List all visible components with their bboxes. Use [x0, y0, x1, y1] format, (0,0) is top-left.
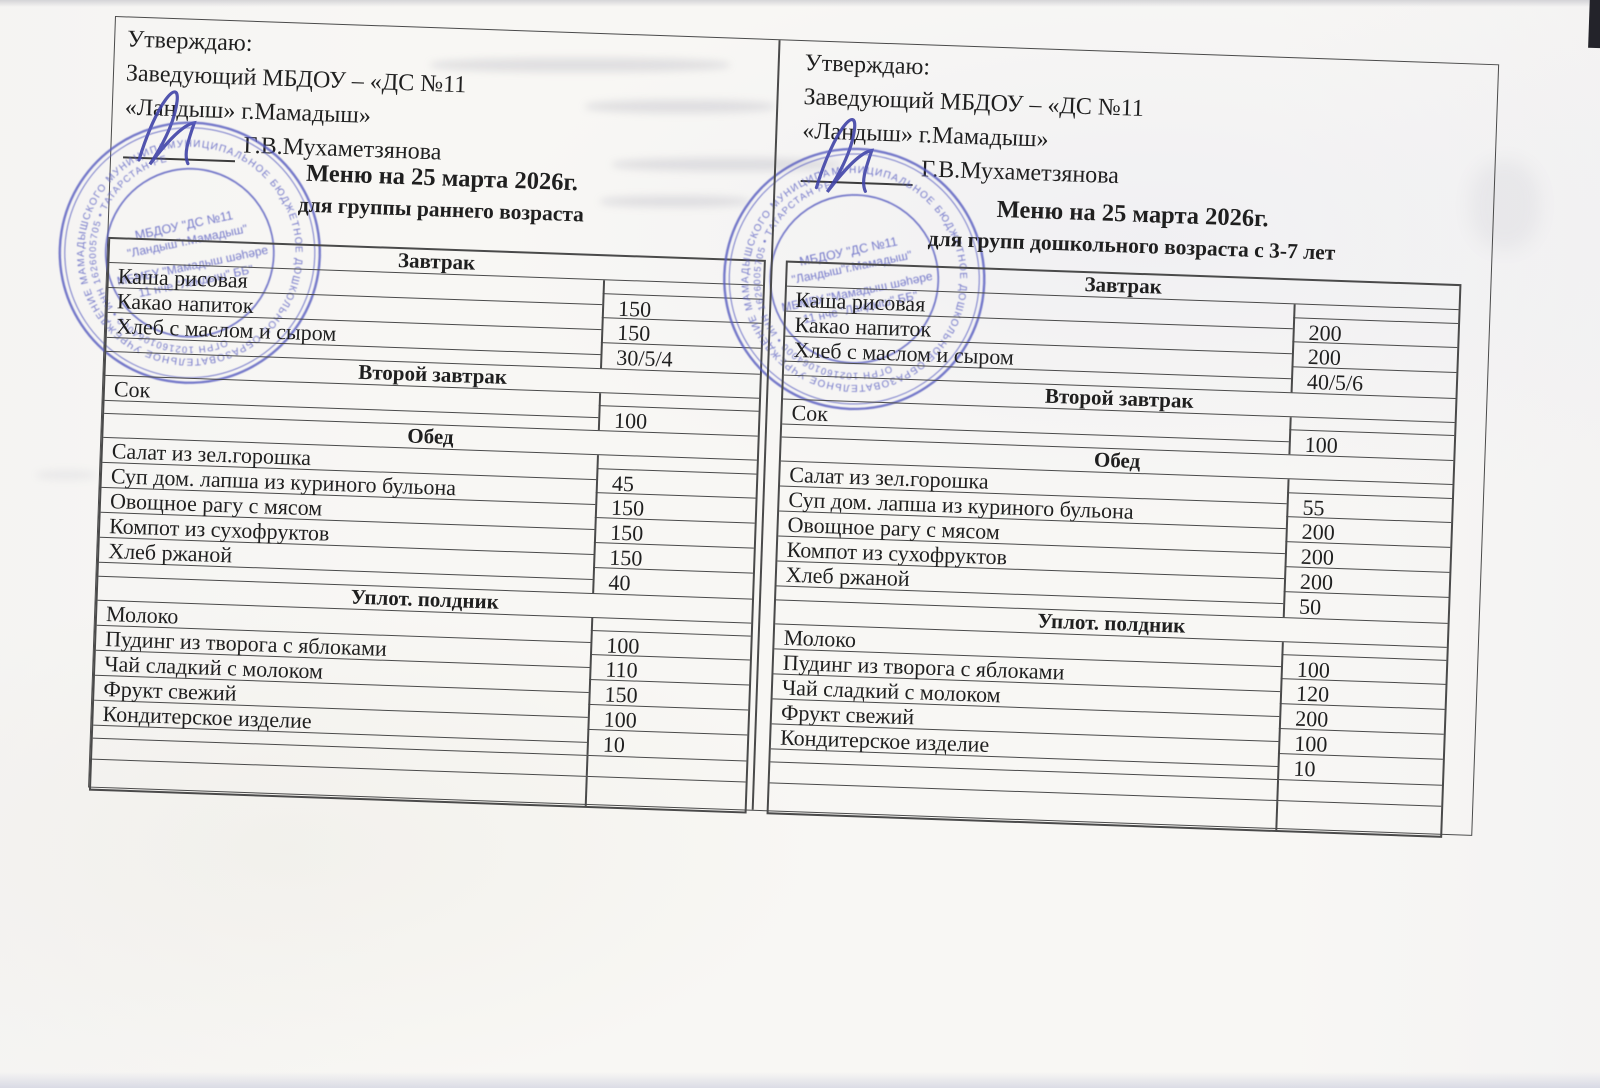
dish-amount: 40 — [608, 569, 631, 595]
section-body: Салат из зел.горошка 45 Суп дом. лапша и… — [98, 437, 757, 598]
section-body: Молоко 100 Пудинг из творога с яблоками … — [93, 600, 751, 760]
approval-block: Утверждаю: Заведующий МБДОУ – «ДС №11 «Л… — [800, 46, 1146, 194]
column-divider — [584, 776, 588, 806]
dish-amount: 100 — [597, 405, 759, 436]
bleed-through-smudge — [36, 470, 96, 480]
menu-section-breakfast: Завтрак Каша рисовая 150 Какао напиток 1… — [106, 238, 764, 373]
menu-section-breakfast: Завтрак Каша рисовая 200 Какао напиток 2… — [784, 262, 1460, 398]
section-body: Салат из зел.горошка 55 Суп дом. лапша и… — [776, 461, 1453, 623]
document-frame: Утверждаю: Заведующий МБДОУ – «ДС №11 «Л… — [47, 16, 1500, 838]
menu-table: Завтрак Каша рисовая 200 Какао напиток 2… — [766, 260, 1462, 838]
signature-name: Г.В.Мухаметзянова — [920, 156, 1120, 190]
scan-edge-top — [0, 0, 1600, 7]
menu-table: Завтрак Каша рисовая 150 Какао напиток 1… — [88, 236, 766, 814]
menu-section-lunch: Обед Салат из зел.горошка 45 Суп дом. ла… — [98, 412, 758, 598]
column-divider — [1275, 801, 1278, 831]
dish-amount: 30/5/4 — [615, 344, 674, 372]
section-body: Молоко 100 Пудинг из творога с яблоками … — [770, 623, 1447, 785]
column-divider — [1276, 780, 1279, 801]
menu-section-snack: Уплот. полдник Молоко 100 Пудинг из твор… — [93, 575, 753, 760]
dish-amount: 50 — [1298, 593, 1322, 619]
signature-line — [800, 158, 914, 186]
menu-section-lunch: Обед Салат из зел.горошка 55 Суп дом. ла… — [776, 436, 1454, 623]
dish-amount: 40/5/6 — [1306, 368, 1364, 396]
menu-panel-early-age: Утверждаю: Заведующий МБДОУ – «ДС №11 «Л… — [47, 17, 778, 814]
dish-amount: 100 — [1288, 429, 1455, 460]
column-divider — [585, 755, 589, 776]
scan-edge-bottom — [0, 1072, 1600, 1088]
menu-section-snack: Уплот. полдник Молоко 100 Пудинг из твор… — [770, 598, 1448, 785]
menu-panel-preschool: Утверждаю: Заведующий МБДОУ – «ДС №11 «Л… — [712, 40, 1498, 838]
approval-block: Утверждаю: Заведующий МБДОУ – «ДС №11 «Л… — [123, 22, 468, 170]
scan-corner-artifact — [1588, 0, 1600, 49]
